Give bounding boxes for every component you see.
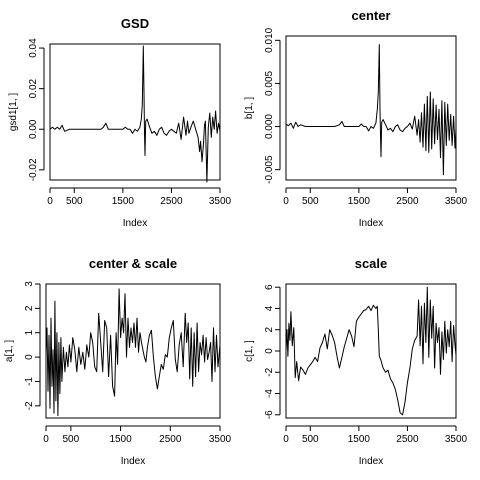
scale-y-tick-label: -6 [264, 410, 275, 419]
center-scale-y-tick-label: -2 [24, 401, 35, 410]
center-scale-x-label: Index [121, 456, 145, 467]
center-x-tick-label: 500 [302, 196, 319, 207]
scale-title: scale [355, 256, 388, 271]
center-y-label: b[1, ] [244, 97, 255, 119]
center-y-tick-label: 0.010 [264, 27, 275, 52]
gsd-plot-frame [49, 43, 221, 181]
gsd-series-line [49, 45, 221, 183]
center-scale-x-tick-label: 1500 [109, 434, 132, 445]
gsd-x-label: Index [123, 218, 147, 229]
panel-gsd: GSD 0 500 1500 2500 3500 Index -0.02 0.00 0.02 0.0… [8, 16, 232, 229]
center-y-tick-label: 0.005 [264, 70, 275, 95]
center-y-tick-label: -0.005 [264, 155, 275, 184]
panel-scale: scale 0 500 1500 2500 3500 Index -6 -4 -2 0 2 4 6 c[1,… [244, 256, 468, 467]
gsd-x-tick-label: 1500 [112, 196, 135, 207]
center-scale-x-tick-label: 3500 [209, 434, 232, 445]
gsd-y-tick-label: 0.00 [28, 119, 39, 139]
center-x-tick-label: 0 [283, 196, 289, 207]
gsd-x-tick-label: 3500 [209, 196, 232, 207]
center-scale-x-tick-label: 500 [63, 434, 80, 445]
scale-y-tick-label: 2 [264, 327, 275, 333]
center-scale-y-tick-label: 0 [24, 354, 35, 360]
center-x-tick-label: 2500 [396, 196, 419, 207]
panel-center-scale: center & scale 0 500 1500 2500 3500 Index -2 -1 0… [4, 256, 232, 467]
center-title: center [351, 8, 390, 23]
gsd-x-tick-label: 0 [47, 196, 53, 207]
center-x-label: Index [359, 218, 383, 229]
center-scale-series-line [45, 288, 221, 417]
scale-y-tick-label: 6 [264, 284, 275, 290]
scale-x-label: Index [359, 456, 383, 467]
gsd-y-tick-label: 0.04 [28, 38, 39, 58]
center-y-tick-label: 0.000 [264, 114, 275, 139]
scale-x-tick-label: 2500 [396, 434, 419, 445]
center-scale-y-label: a[1, ] [4, 340, 15, 362]
scale-y-tick-label: -2 [264, 367, 275, 376]
gsd-y-tick-label: -0.02 [28, 158, 39, 181]
center-x-tick-label: 3500 [445, 196, 468, 207]
scale-x-tick-label: 1500 [348, 434, 371, 445]
center-scale-title: center & scale [89, 256, 177, 271]
center-x-tick-label: 1500 [348, 196, 371, 207]
scale-y-tick-label: 0 [264, 348, 275, 354]
scale-y-tick-label: 4 [264, 305, 275, 311]
scale-y-label: c[1, ] [244, 340, 255, 362]
center-scale-x-tick-label: 2500 [159, 434, 182, 445]
center-plot-frame [285, 35, 457, 181]
center-series-line [285, 44, 457, 176]
panel-center: center 0 500 1500 2500 3500 Index -0.005 0.000 0.… [244, 8, 468, 229]
center-scale-x-tick-label: 0 [43, 434, 49, 445]
center-scale-y-tick-label: -1 [24, 377, 35, 386]
scale-x-tick-label: 500 [302, 434, 319, 445]
center-scale-y-tick-label: 3 [24, 281, 35, 287]
gsd-x-tick-label: 500 [66, 196, 83, 207]
gsd-y-tick-label: 0.02 [28, 78, 39, 98]
scale-y-tick-label: -4 [264, 389, 275, 398]
scale-series-line [285, 286, 457, 416]
center-scale-y-tick-label: 1 [24, 330, 35, 336]
gsd-x-tick-label: 2500 [160, 196, 183, 207]
center-scale-y-tick-label: 2 [24, 305, 35, 311]
scale-x-tick-label: 3500 [445, 434, 468, 445]
scale-x-tick-label: 0 [283, 434, 289, 445]
gsd-title: GSD [121, 16, 149, 31]
gsd-y-label: gsd1[1, ] [8, 93, 19, 132]
